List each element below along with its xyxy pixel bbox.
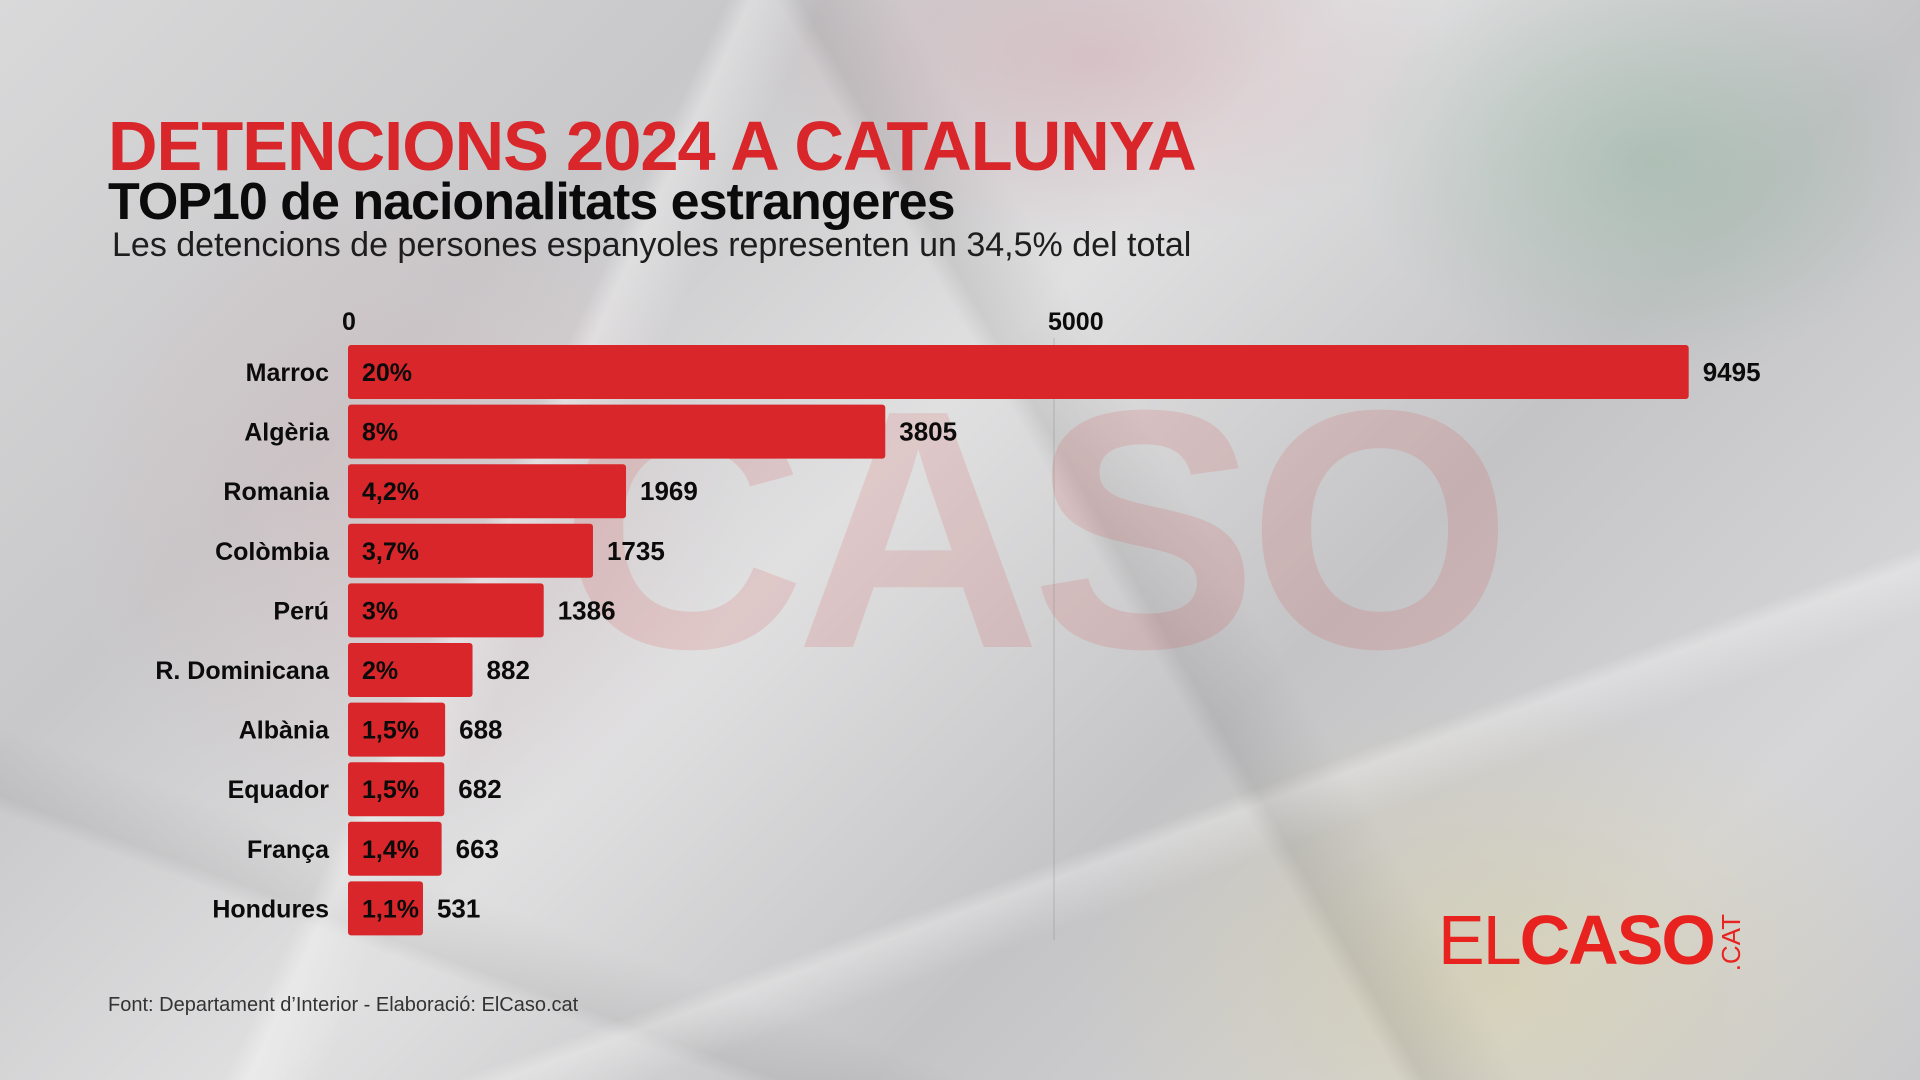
category-label: Equador	[228, 776, 330, 804]
percent-label: 20%	[362, 359, 412, 387]
value-label: 682	[458, 774, 501, 804]
x-tick-label: 0	[342, 308, 356, 336]
percent-label: 3%	[362, 597, 398, 625]
percent-label: 3,7%	[362, 538, 419, 566]
bar	[348, 583, 544, 638]
percent-label: 1,4%	[362, 836, 419, 864]
value-label: 882	[487, 655, 530, 685]
category-label: R. Dominicana	[155, 657, 330, 685]
value-label: 9495	[1703, 357, 1761, 387]
value-label: 1386	[558, 595, 616, 625]
source-note: Font: Departament d’Interior - Elaboraci…	[108, 994, 579, 1016]
category-label: Romania	[223, 478, 330, 506]
percent-label: 1,5%	[362, 717, 419, 745]
percent-label: 8%	[362, 419, 398, 447]
bar	[348, 762, 445, 817]
bar	[348, 404, 886, 459]
bar	[348, 821, 442, 876]
percent-label: 1,5%	[362, 776, 419, 804]
category-label: Hondures	[212, 895, 329, 923]
bar	[348, 464, 627, 519]
bar	[348, 702, 446, 757]
percent-label: 2%	[362, 657, 398, 685]
elcaso-logo: EL CASO .CAT	[1438, 901, 1746, 979]
value-label: 531	[437, 893, 480, 923]
category-label: Perú	[273, 597, 329, 625]
logo-caso: CASO	[1519, 901, 1716, 979]
bar	[348, 523, 593, 578]
x-tick-label: 5000	[1048, 308, 1104, 336]
percent-label: 4,2%	[362, 478, 419, 506]
category-label: Marroc	[246, 359, 329, 387]
bar	[348, 881, 423, 936]
value-label: 1969	[640, 476, 698, 506]
chart-subtitle: TOP10 de nacionalitats estrangeres	[108, 173, 956, 231]
category-label: França	[247, 836, 330, 864]
chart-title: DETENCIONS 2024 A CATALUNYA	[108, 107, 1197, 185]
category-label: Albània	[239, 717, 330, 745]
percent-label: 1,1%	[362, 895, 419, 923]
bar	[348, 643, 473, 697]
value-label: 688	[459, 715, 502, 745]
value-label: 1735	[607, 536, 665, 566]
value-label: 3805	[899, 417, 957, 447]
value-label: 663	[456, 834, 499, 864]
category-label: Colòmbia	[215, 538, 330, 566]
bar	[348, 345, 1689, 399]
logo-cat: .CAT	[1715, 913, 1746, 971]
logo-el: EL	[1438, 901, 1522, 979]
category-label: Algèria	[244, 419, 330, 447]
chart-description: Les detencions de persones espanyoles re…	[112, 226, 1192, 264]
